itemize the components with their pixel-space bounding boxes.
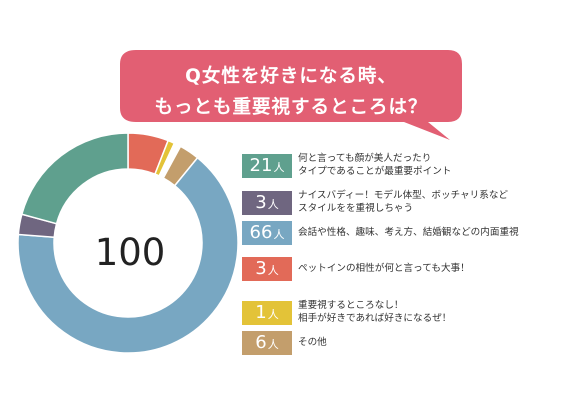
- title-bubble: [120, 50, 462, 140]
- legend-label-line: タイプであることが最重要ポイント: [298, 166, 452, 177]
- legend-label: ナイスバディー！モデル体型、ボッチャリ系など スタイルをを重視しちゃう: [298, 189, 570, 215]
- center-total: 100: [94, 231, 166, 274]
- legend-label-line: その他: [298, 337, 327, 348]
- donut-chart: [17, 132, 239, 354]
- legend-label-line: 何と言っても顔が美人だったり: [298, 153, 432, 164]
- legend-count: 21: [249, 155, 273, 176]
- legend-label-line: 相手が好きであれば好きになるぜ！: [298, 313, 452, 324]
- title-bubble-shape: [120, 50, 462, 140]
- legend-count-badge: 66 人: [242, 221, 292, 245]
- legend-unit: 人: [267, 264, 279, 277]
- legend-unit: 人: [267, 338, 279, 351]
- legend-unit: 人: [273, 161, 285, 174]
- legend-label: その他: [298, 336, 570, 349]
- donut-slice-6: [20, 132, 129, 225]
- legend-count: 6: [255, 332, 267, 353]
- legend-label-line: ナイスバディー！モデル体型、ボッチャリ系など: [298, 190, 509, 201]
- legend-count: 1: [255, 302, 267, 323]
- legend-count-badge: 21 人: [242, 154, 292, 178]
- title-line-2: もっとも重要視するところは？: [154, 97, 428, 118]
- legend-unit: 人: [267, 198, 279, 211]
- legend-unit: 人: [273, 228, 285, 241]
- legend-count: 3: [255, 258, 267, 279]
- legend-label-line: 会話や性格、趣味、考え方、結婚観などの内面重視: [298, 227, 519, 238]
- legend-label-line: 重要視するところなし！: [298, 300, 404, 311]
- legend-label: 何と言っても顔が美人だったりタイプであることが最重要ポイント: [298, 152, 570, 178]
- legend-count: 66: [249, 222, 273, 243]
- donut-slice-4: [17, 156, 239, 354]
- legend-label: 重要視するところなし！ 相手が好きであれば好きになるぜ！: [298, 299, 570, 325]
- legend-label-line: ペットインの相性が何と言っても大事！: [298, 263, 470, 274]
- legend-count: 3: [255, 192, 267, 213]
- legend-label: 会話や性格、趣味、考え方、結婚観などの内面重視: [298, 226, 570, 239]
- legend-label: ペットインの相性が何と言っても大事！: [298, 262, 570, 275]
- legend-label-line: スタイルをを重視しちゃう: [298, 203, 414, 214]
- title-line-1: Q女性を好きになる時、: [185, 66, 397, 87]
- legend-unit: 人: [267, 308, 279, 321]
